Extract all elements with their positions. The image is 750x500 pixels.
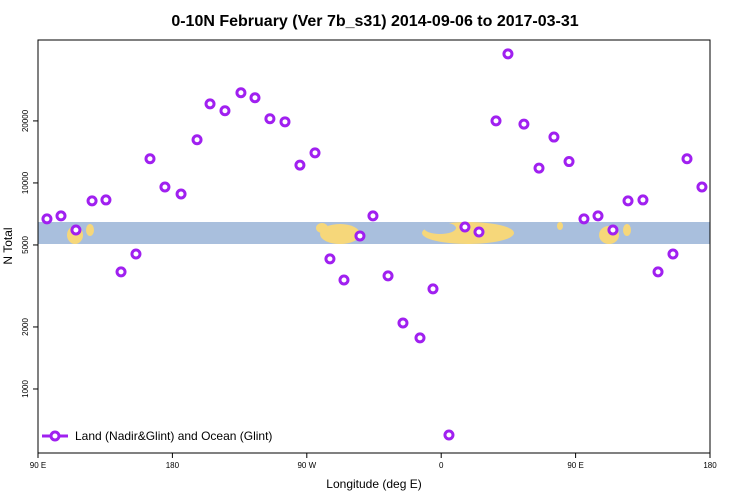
point xyxy=(637,194,649,206)
point xyxy=(144,153,156,165)
y-tick-label: 2000 xyxy=(21,318,30,336)
point xyxy=(592,210,604,222)
point xyxy=(130,248,142,260)
point xyxy=(533,162,545,174)
point xyxy=(622,195,634,207)
point xyxy=(115,266,127,278)
point xyxy=(191,134,203,146)
point xyxy=(204,98,216,110)
point xyxy=(607,224,619,236)
point xyxy=(219,105,231,117)
point xyxy=(578,213,590,225)
water xyxy=(424,222,456,234)
legend-label: Land (Nadir&Glint) and Ocean (Glint) xyxy=(75,429,272,443)
point xyxy=(235,87,247,99)
x-tick-label: 180 xyxy=(703,461,717,470)
land xyxy=(86,224,94,236)
point xyxy=(563,156,575,168)
point xyxy=(100,194,112,206)
x-tick-label: 90 W xyxy=(297,461,316,470)
point xyxy=(309,147,321,159)
point xyxy=(41,213,53,225)
point xyxy=(175,188,187,200)
point xyxy=(473,226,485,238)
point xyxy=(159,181,171,193)
point xyxy=(548,131,560,143)
point xyxy=(652,266,664,278)
x-axis-label: Longitude (deg E) xyxy=(326,477,421,491)
point xyxy=(249,92,261,104)
point xyxy=(55,210,67,222)
land xyxy=(316,223,328,233)
point xyxy=(70,224,82,236)
y-tick-label: 5000 xyxy=(21,236,30,254)
point xyxy=(324,253,336,265)
y-axis-label: N Total xyxy=(1,227,15,264)
point xyxy=(279,116,291,128)
point xyxy=(382,270,394,282)
land xyxy=(320,224,360,244)
point xyxy=(264,113,276,125)
land xyxy=(623,224,631,236)
point xyxy=(414,332,426,344)
x-tick-label: 90 E xyxy=(567,461,583,470)
point xyxy=(367,210,379,222)
point xyxy=(427,283,439,295)
point xyxy=(667,248,679,260)
point xyxy=(459,221,471,233)
point xyxy=(518,118,530,130)
point xyxy=(338,274,350,286)
point xyxy=(86,195,98,207)
legend-marker xyxy=(49,430,61,442)
y-tick-label: 20000 xyxy=(21,109,30,132)
y-tick-label: 1000 xyxy=(21,380,30,398)
plot-frame xyxy=(37,39,711,454)
point xyxy=(443,429,455,441)
point xyxy=(294,159,306,171)
ocean-strip xyxy=(38,222,710,244)
chart-title: 0-10N February (Ver 7b_s31) 2014-09-06 t… xyxy=(171,13,578,30)
point xyxy=(681,153,693,165)
point xyxy=(397,317,409,329)
x-tick-label: 180 xyxy=(166,461,180,470)
point xyxy=(696,181,708,193)
x-tick-label: 90 E xyxy=(30,461,46,470)
point xyxy=(502,48,514,60)
point xyxy=(490,115,502,127)
y-tick-label: 10000 xyxy=(21,171,30,194)
point xyxy=(354,230,366,242)
land xyxy=(557,222,563,230)
x-tick-label: 0 xyxy=(439,461,444,470)
